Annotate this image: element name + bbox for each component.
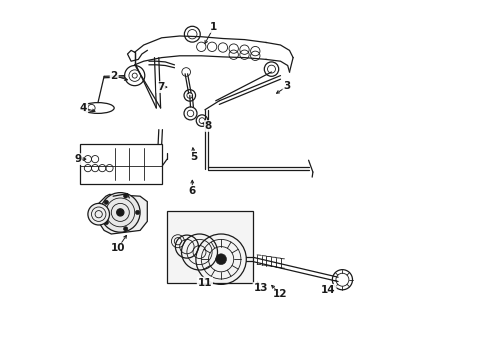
Text: 9: 9 [74,154,81,164]
Circle shape [101,193,140,232]
Text: 10: 10 [110,243,125,253]
Circle shape [123,227,127,231]
Text: 11: 11 [197,278,212,288]
Circle shape [104,200,108,204]
Text: 1: 1 [210,22,217,32]
Text: 14: 14 [321,285,335,295]
Circle shape [123,194,127,198]
Text: 5: 5 [190,152,197,162]
Circle shape [117,209,123,216]
Text: 6: 6 [188,186,196,196]
Bar [167,211,253,283]
Text: 4: 4 [80,103,87,113]
Bar [80,144,162,184]
Text: 3: 3 [283,81,290,91]
Circle shape [104,220,108,225]
Text: 2: 2 [110,71,118,81]
Circle shape [215,254,226,265]
Text: 7: 7 [157,82,164,92]
Text: 12: 12 [273,289,287,300]
Text: 8: 8 [204,121,212,131]
Circle shape [135,210,140,215]
Text: 13: 13 [253,283,267,293]
Polygon shape [97,194,147,234]
Circle shape [88,203,109,225]
